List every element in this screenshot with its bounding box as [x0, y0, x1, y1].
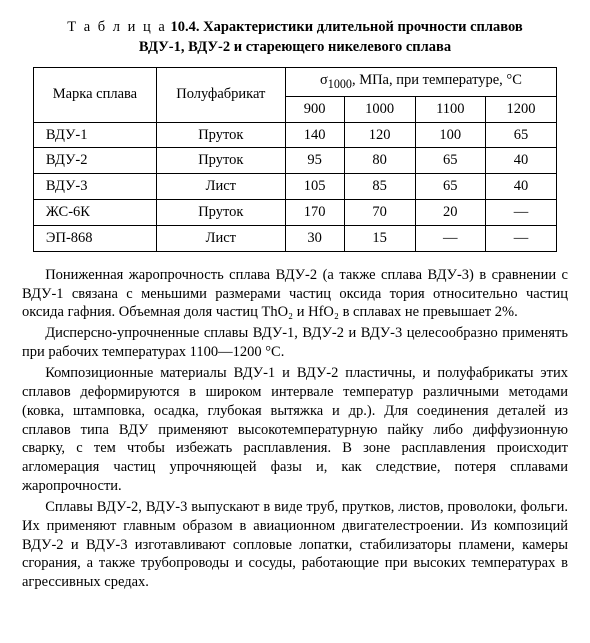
paragraph: Сплавы ВДУ-2, ВДУ-3 выпускают в виде тру…	[22, 498, 568, 592]
table-row: ЖС-6КПруток1707020—	[33, 200, 556, 226]
caption-label: Т а б л и ц а	[67, 19, 167, 35]
value-cell: 170	[285, 200, 344, 226]
col-semi-header: Полуфабрикат	[156, 68, 285, 122]
temp-col: 1100	[415, 96, 485, 122]
value-cell: 65	[485, 122, 556, 148]
semi-cell: Пруток	[156, 122, 285, 148]
caption-title-2: ВДУ-1, ВДУ-2 и стареющего никелевого спл…	[139, 39, 451, 55]
value-cell: 140	[285, 122, 344, 148]
value-cell: 120	[344, 122, 415, 148]
caption-number: 10.4.	[171, 19, 200, 35]
table-row: ВДУ-2Пруток95806540	[33, 148, 556, 174]
col-alloy-header: Марка сплава	[33, 68, 156, 122]
alloy-cell: ВДУ-2	[33, 148, 156, 174]
value-cell: 30	[285, 225, 344, 251]
temp-col: 1000	[344, 96, 415, 122]
value-cell: 40	[485, 148, 556, 174]
alloy-cell: ЖС-6К	[33, 200, 156, 226]
temp-col: 1200	[485, 96, 556, 122]
value-cell: 65	[415, 174, 485, 200]
table-caption: Т а б л и ц а 10.4. Характеристики длите…	[22, 18, 568, 57]
value-cell: 70	[344, 200, 415, 226]
value-cell: —	[415, 225, 485, 251]
paragraph: Композиционные материалы ВДУ-1 и ВДУ-2 п…	[22, 364, 568, 496]
table-row: ЭП-868Лист3015——	[33, 225, 556, 251]
body-text: Пониженная жаропрочность сплава ВДУ-2 (а…	[22, 266, 568, 592]
value-cell: 105	[285, 174, 344, 200]
semi-cell: Пруток	[156, 200, 285, 226]
alloy-cell: ЭП-868	[33, 225, 156, 251]
alloy-cell: ВДУ-3	[33, 174, 156, 200]
value-cell: 100	[415, 122, 485, 148]
value-cell: 95	[285, 148, 344, 174]
table-row: ВДУ-1Пруток14012010065	[33, 122, 556, 148]
caption-title-1: Характеристики длительной прочности спла…	[203, 19, 523, 35]
paragraph: Пониженная жаропрочность сплава ВДУ-2 (а…	[22, 266, 568, 323]
value-cell: 15	[344, 225, 415, 251]
value-cell: 20	[415, 200, 485, 226]
semi-cell: Лист	[156, 174, 285, 200]
value-cell: —	[485, 225, 556, 251]
semi-cell: Лист	[156, 225, 285, 251]
value-cell: 80	[344, 148, 415, 174]
value-cell: 40	[485, 174, 556, 200]
table-row: ВДУ-3Лист105856540	[33, 174, 556, 200]
semi-cell: Пруток	[156, 148, 285, 174]
data-table: Марка сплава Полуфабрикат σ1000, МПа, пр…	[33, 67, 557, 252]
value-cell: 85	[344, 174, 415, 200]
alloy-cell: ВДУ-1	[33, 122, 156, 148]
temp-col: 900	[285, 96, 344, 122]
value-cell: 65	[415, 148, 485, 174]
sigma-header: σ1000, МПа, при температуре, °С	[285, 68, 556, 97]
value-cell: —	[485, 200, 556, 226]
paragraph: Дисперсно-упрочненные сплавы ВДУ-1, ВДУ-…	[22, 324, 568, 362]
